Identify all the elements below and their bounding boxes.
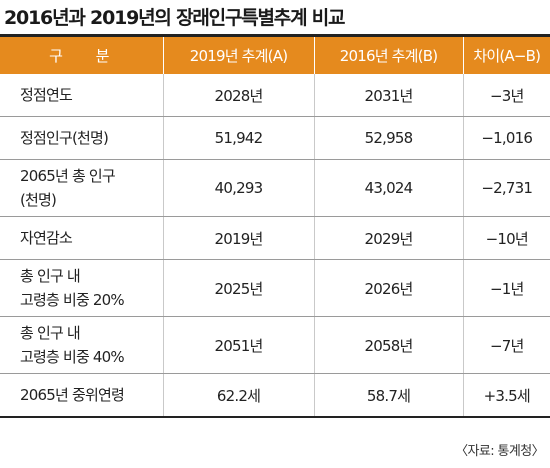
- row-label: 2065년 총 인구 (천명): [0, 159, 163, 217]
- row-label: 자연감소: [0, 216, 163, 260]
- row-label-line: 고령층 비중 40%: [20, 348, 125, 366]
- table-row: 정점연도 2028년 2031년 −3년: [0, 74, 550, 117]
- page-title: 2016년과 2019년의 장래인구특별추계 비교: [4, 7, 346, 29]
- value-2016: 2058년: [313, 316, 463, 374]
- row-label: 정점연도: [0, 74, 163, 117]
- header-difference: 차이(A−B): [462, 37, 550, 74]
- header-row: 구 분 2019년 추계(A) 2016년 추계(B) 차이(A−B): [0, 37, 550, 74]
- row-label: 2065년 중위연령: [0, 373, 163, 418]
- value-difference: −1년: [462, 259, 550, 317]
- header-category: 구 분: [0, 37, 163, 74]
- row-label: 총 인구 내 고령층 비중 20%: [0, 259, 163, 317]
- value-2019: 51,942: [162, 116, 314, 160]
- value-2016: 43,024: [313, 159, 463, 217]
- value-2016: 58.7세: [313, 373, 463, 418]
- table-row: 자연감소 2019년 2029년 −10년: [0, 216, 550, 260]
- table-row: 총 인구 내 고령층 비중 20% 2025년 2026년 −1년: [0, 259, 550, 317]
- value-2019: 62.2세: [162, 373, 314, 418]
- row-label-line: 총 인구 내: [20, 324, 81, 342]
- header-2019-projection: 2019년 추계(A): [162, 37, 314, 74]
- row-label-line: (천명): [20, 191, 57, 209]
- value-difference: −10년: [462, 216, 550, 260]
- value-difference: −2,731: [462, 159, 550, 217]
- row-label: 정점인구(천명): [0, 116, 163, 160]
- value-2019: 40,293: [162, 159, 314, 217]
- value-2019: 2051년: [162, 316, 314, 374]
- value-difference: −7년: [462, 316, 550, 374]
- top-rule: [0, 34, 550, 37]
- value-2016: 2026년: [313, 259, 463, 317]
- value-difference: −3년: [462, 74, 550, 117]
- table-row: 2065년 중위연령 62.2세 58.7세 +3.5세: [0, 373, 550, 418]
- value-2016: 2029년: [313, 216, 463, 260]
- value-difference: −1,016: [462, 116, 550, 160]
- value-2019: 2025년: [162, 259, 314, 317]
- table-row: 총 인구 내 고령층 비중 40% 2051년 2058년 −7년: [0, 316, 550, 374]
- source-note: 〈자료: 통계청〉: [455, 444, 545, 459]
- row-label-line: 총 인구 내: [20, 267, 81, 285]
- table-row: 정점인구(천명) 51,942 52,958 −1,016: [0, 116, 550, 160]
- comparison-table: 구 분 2019년 추계(A) 2016년 추계(B) 차이(A−B) 정점연도…: [0, 37, 550, 418]
- row-label-line: 고령층 비중 20%: [20, 291, 125, 309]
- table-row: 2065년 총 인구 (천명) 40,293 43,024 −2,731: [0, 159, 550, 217]
- value-difference: +3.5세: [462, 373, 550, 418]
- header-2016-projection: 2016년 추계(B): [313, 37, 463, 74]
- value-2016: 52,958: [313, 116, 463, 160]
- value-2016: 2031년: [313, 74, 463, 117]
- row-label-line: 2065년 총 인구: [20, 167, 116, 185]
- value-2019: 2028년: [162, 74, 314, 117]
- value-2019: 2019년: [162, 216, 314, 260]
- row-label: 총 인구 내 고령층 비중 40%: [0, 316, 163, 374]
